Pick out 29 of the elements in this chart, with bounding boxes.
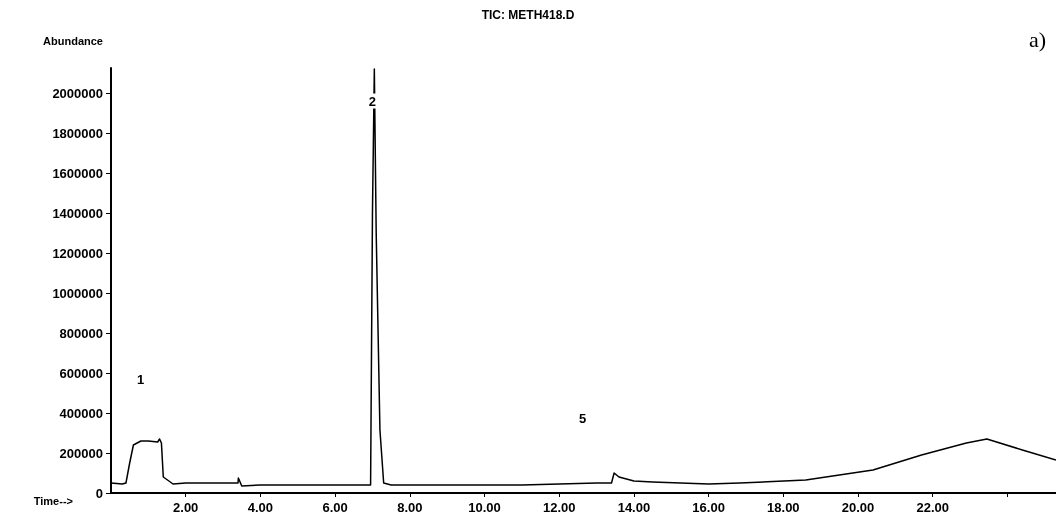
y-tick-label: 1200000 (52, 245, 103, 261)
x-tick-label: 6.00 (322, 500, 348, 515)
y-tick-label: 800000 (59, 325, 103, 341)
x-tick-label: 12.00 (542, 500, 576, 515)
annotation: 1 (137, 372, 145, 387)
y-axis-title: Abundance (43, 34, 103, 47)
x-tick-label: 18.00 (767, 500, 800, 515)
y-tick-label: 1000000 (52, 285, 103, 301)
y-tick-label: 1800000 (52, 125, 103, 141)
x-tick-label: 4.00 (247, 500, 274, 515)
y-tick-label: 1400000 (52, 205, 103, 221)
x-tick-label: 14.00 (617, 500, 651, 515)
y-tick-label: 2000000 (52, 85, 103, 101)
x-tick-label: 8.00 (397, 500, 423, 515)
y-tick-label: 600000 (59, 365, 103, 381)
text: a) (1028, 26, 1046, 52)
annotation: 5 (579, 411, 587, 426)
y-tick-label: 200000 (59, 445, 103, 461)
x-tick-label: 2.00 (173, 500, 199, 515)
annotation: 2 (368, 93, 377, 109)
chart-title: TIC: METH418.D (481, 8, 575, 22)
x-tick-label: 20.00 (841, 500, 875, 515)
x-axis-title: Time--> (33, 494, 73, 507)
x-tick-label: 10.00 (468, 500, 501, 515)
x-tick-label: 22.00 (916, 500, 950, 515)
y-tick-label: 1600000 (52, 165, 103, 181)
y-tick-label: 0 (95, 485, 103, 501)
y-tick-label: 400000 (59, 405, 103, 421)
x-tick-label: 16.00 (692, 500, 725, 515)
